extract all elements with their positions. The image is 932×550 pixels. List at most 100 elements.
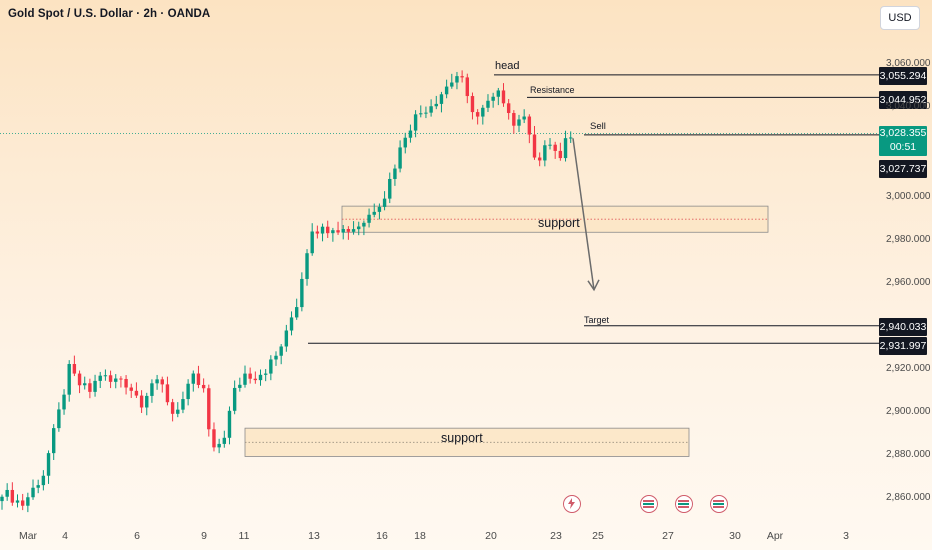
candle-body xyxy=(15,500,20,503)
candle-body xyxy=(248,373,252,379)
projection-arrowhead xyxy=(587,279,600,292)
candle-body xyxy=(512,113,516,126)
candle-body xyxy=(207,388,211,430)
candle-body xyxy=(274,355,278,360)
candle-body xyxy=(444,86,449,95)
candle-body xyxy=(300,278,304,308)
price-tag-resistance: 3,044.952 xyxy=(879,91,927,109)
candle-body xyxy=(455,76,459,83)
candle-body xyxy=(243,373,247,385)
candle-body xyxy=(145,395,149,408)
currency-button[interactable]: USD xyxy=(880,6,920,30)
candle-body xyxy=(5,489,9,497)
candle-body xyxy=(517,119,521,126)
price-tag-target: 2,940.033 xyxy=(879,318,927,336)
candle-body xyxy=(88,383,92,392)
candle-body xyxy=(253,378,258,381)
candle-body xyxy=(232,387,237,411)
candle-body xyxy=(93,380,97,392)
candle-body xyxy=(398,147,402,169)
candle-body xyxy=(331,230,335,234)
candle-body xyxy=(20,500,25,506)
target-label: Target xyxy=(584,315,610,325)
current-price-tag: 3,028.355 00:51 xyxy=(879,126,927,156)
candle-body xyxy=(413,114,418,131)
candle-body xyxy=(98,375,102,381)
y-tick: 2,920.000 xyxy=(886,363,931,374)
candle-body xyxy=(108,375,113,382)
x-tick: Mar xyxy=(18,530,38,542)
y-tick: 2,960.000 xyxy=(886,277,931,288)
candle-body xyxy=(372,211,376,215)
candle-body xyxy=(103,375,108,377)
candle-body xyxy=(537,157,542,161)
y-tick: 3,060.000 xyxy=(886,58,931,69)
us-flag-icon[interactable] xyxy=(640,495,658,513)
candle-body xyxy=(196,373,201,385)
candle-body xyxy=(310,231,314,254)
support-upper-label: support xyxy=(538,216,580,230)
candle-body xyxy=(346,229,351,232)
candle-body xyxy=(491,96,495,101)
candle-body xyxy=(501,90,506,104)
candle-body xyxy=(83,383,87,386)
y-tick: 3,000.000 xyxy=(886,191,931,202)
candle-body xyxy=(553,144,557,151)
candle-body xyxy=(119,378,123,380)
candle-body xyxy=(160,379,164,385)
candle-body xyxy=(558,150,563,159)
candle-body xyxy=(486,100,490,108)
price-tag-lower: 2,931.997 xyxy=(879,337,927,355)
candle-body xyxy=(150,383,154,396)
x-tick: 25 xyxy=(592,530,604,542)
candle-body xyxy=(41,475,46,486)
candle-body xyxy=(186,383,190,400)
candle-body xyxy=(258,374,263,381)
y-tick: 3,040.000 xyxy=(886,101,931,112)
candle-body xyxy=(424,112,428,114)
x-tick: Apr xyxy=(766,530,784,542)
candle-body xyxy=(357,226,361,230)
candle-body xyxy=(170,402,175,414)
candle-body xyxy=(129,387,133,391)
candle-body xyxy=(176,409,180,414)
x-tick: 13 xyxy=(308,530,320,542)
candle-body xyxy=(341,229,345,233)
candle-body xyxy=(10,489,15,503)
candle-body xyxy=(367,214,371,223)
candle-body xyxy=(382,198,387,207)
lightning-icon[interactable] xyxy=(563,495,581,513)
candles-layer xyxy=(0,70,573,513)
us-flag-icon[interactable] xyxy=(675,495,693,513)
candle-body xyxy=(294,307,299,318)
candle-body xyxy=(284,330,289,347)
candle-body xyxy=(222,437,227,444)
levels-layer xyxy=(0,74,879,344)
candle-body xyxy=(377,206,382,212)
candle-body xyxy=(46,453,51,476)
candle-body xyxy=(263,373,268,375)
x-tick: 3 xyxy=(843,530,849,542)
candle-body xyxy=(134,390,139,396)
y-tick: 2,980.000 xyxy=(886,234,931,245)
x-tick: 23 xyxy=(550,530,562,542)
candle-body xyxy=(289,317,294,331)
candle-body xyxy=(548,144,552,146)
head-label: head xyxy=(495,60,520,72)
candle-body xyxy=(279,346,283,356)
candle-body xyxy=(351,229,356,232)
candle-body xyxy=(408,130,413,138)
candle-body xyxy=(475,112,480,117)
candle-body xyxy=(569,137,573,139)
candle-body xyxy=(201,384,206,389)
us-flag-icon[interactable] xyxy=(710,495,728,513)
x-tick: 18 xyxy=(414,530,426,542)
candle-body xyxy=(506,103,511,114)
candle-body xyxy=(419,113,423,115)
candle-body xyxy=(67,364,71,395)
candle-body xyxy=(36,485,40,488)
candle-body xyxy=(326,226,330,234)
x-tick: 6 xyxy=(134,530,140,542)
x-tick: 9 xyxy=(201,530,207,542)
